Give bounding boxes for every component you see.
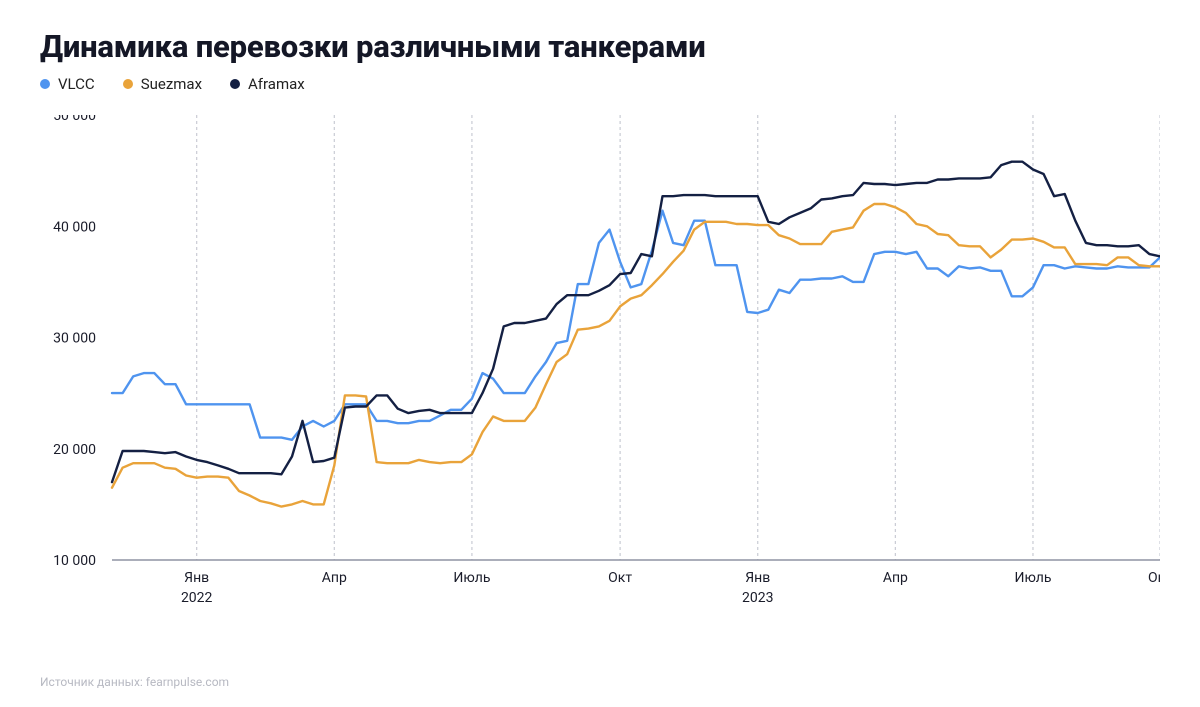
x-tick-year: 2023 [742, 590, 773, 606]
x-tick-label: Янв [745, 570, 770, 586]
x-tick-label: Окт [608, 570, 632, 586]
x-tick-label: Апр [322, 570, 347, 586]
legend-dot-icon [123, 79, 133, 89]
y-tick-label: 30 000 [53, 331, 96, 347]
legend-item-aframax: Aframax [230, 75, 305, 93]
x-tick-label: Июль [1014, 570, 1051, 586]
legend: VLCC Suezmax Aframax [40, 75, 1160, 93]
series-line-suezmax [112, 204, 1160, 507]
source-label: Источник данных: fearnpulse.com [40, 675, 229, 689]
legend-label: Suezmax [141, 75, 202, 93]
y-tick-label: 40 000 [53, 219, 96, 235]
legend-dot-icon [40, 79, 50, 89]
x-tick-label: Янв [184, 570, 209, 586]
series-line-vlcc [112, 211, 1160, 440]
legend-dot-icon [230, 79, 240, 89]
y-tick-label: 20 000 [53, 442, 96, 458]
chart-title: Динамика перевозки различными танкерами [40, 28, 1160, 65]
legend-label: Aframax [248, 75, 305, 93]
legend-label: VLCC [58, 75, 95, 93]
legend-item-suezmax: Suezmax [123, 75, 202, 93]
legend-item-vlcc: VLCC [40, 75, 95, 93]
y-tick-label: 50 000 [53, 115, 96, 124]
x-tick-year: 2022 [181, 590, 213, 606]
series-line-aframax [112, 162, 1160, 482]
y-tick-label: 10 000 [53, 553, 96, 569]
x-tick-label: Июль [453, 570, 490, 586]
x-tick-label: Окт [1148, 570, 1160, 586]
x-tick-label: Апр [883, 570, 908, 586]
chart-area: 50 000 40 000 30 000 20 000 10 000 Янв 2022 Апр… [40, 115, 1160, 635]
chart-svg: 50 000 40 000 30 000 20 000 10 000 Янв 2022 Апр… [40, 115, 1160, 635]
